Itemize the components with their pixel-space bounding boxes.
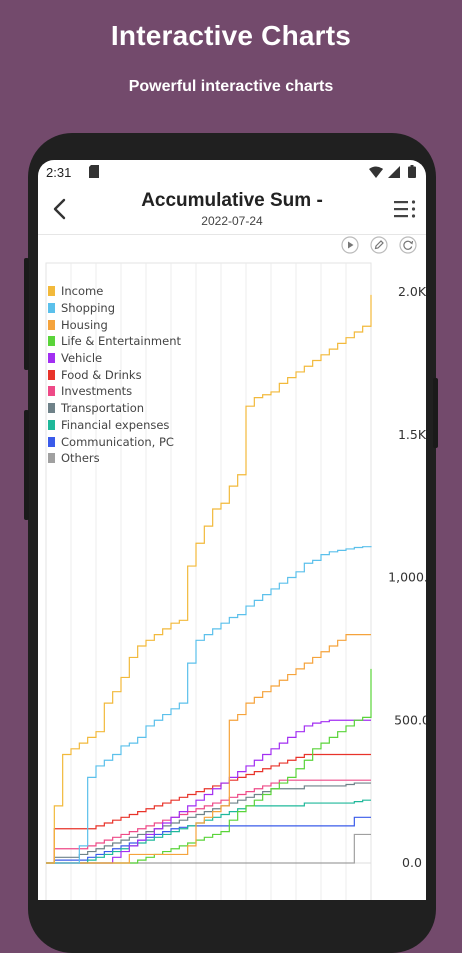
status-icons xyxy=(368,165,416,181)
back-arrow-icon[interactable] xyxy=(48,197,72,221)
legend-label: Shopping xyxy=(61,301,116,316)
series-line-income[interactable] xyxy=(46,294,372,864)
series-line-communication-pc[interactable] xyxy=(46,816,371,864)
legend-item[interactable]: Income xyxy=(48,283,181,300)
app-bar-divider xyxy=(38,234,426,235)
phone-side-button-right xyxy=(433,378,438,448)
y-tick-label: 1.5K xyxy=(398,427,426,442)
y-tick-label: 2.0K xyxy=(398,284,426,299)
page-date: 2022-07-24 xyxy=(201,214,263,228)
legend-label: Others xyxy=(61,451,100,466)
legend-swatch xyxy=(48,453,55,464)
legend-item[interactable]: Housing xyxy=(48,316,181,333)
legend-label: Income xyxy=(61,284,104,299)
legend-label: Food & Drinks xyxy=(61,367,142,382)
legend-swatch xyxy=(48,403,55,414)
promo-title: Interactive Charts xyxy=(110,20,352,51)
legend-swatch xyxy=(48,386,55,397)
y-tick-label: 500.0 xyxy=(394,712,426,727)
battery-icon xyxy=(408,165,416,178)
menu-list-icon[interactable] xyxy=(394,198,416,220)
legend-item[interactable]: Communication, PC xyxy=(48,433,181,450)
legend-swatch xyxy=(48,303,55,314)
legend-label: Life & Entertainment xyxy=(61,334,181,349)
legend-swatch xyxy=(48,369,55,380)
legend-swatch xyxy=(48,436,55,447)
phone-side-button-left-top xyxy=(24,258,29,370)
chart-legend: Income Shopping Housing Life & Entertainmen… xyxy=(48,283,181,467)
legend-label: Investments xyxy=(61,384,133,399)
refresh-icon[interactable] xyxy=(399,236,417,254)
page-title: Accumulative Sum - xyxy=(141,190,323,211)
legend-label: Transportation xyxy=(61,401,145,416)
legend-swatch xyxy=(48,419,55,430)
edit-icon[interactable] xyxy=(370,236,388,254)
series-line-life-entertainment[interactable] xyxy=(46,668,372,864)
legend-swatch xyxy=(48,336,55,347)
series-line-others[interactable] xyxy=(46,833,371,864)
series-line-housing[interactable] xyxy=(46,634,371,864)
wifi-icon xyxy=(368,166,383,178)
legend-item[interactable]: Life & Entertainment xyxy=(48,333,181,350)
chart-area: 0.0 500.0 1,000.0 1.5K 2.0K Income ShoppingHo… xyxy=(38,255,426,900)
legend-item[interactable]: Food & Drinks xyxy=(48,366,181,383)
series-line-shopping[interactable] xyxy=(46,546,372,864)
legend-item[interactable]: Vehicle xyxy=(48,350,181,367)
legend-label: Communication, PC xyxy=(61,434,174,449)
legend-item[interactable]: Others xyxy=(48,450,181,467)
plot-border xyxy=(45,262,372,900)
signal-icon xyxy=(388,166,401,178)
legend-label: Financial expenses xyxy=(61,417,170,432)
series-line-financial-expenses[interactable] xyxy=(46,799,371,864)
series-line-food-drinks[interactable] xyxy=(46,753,371,864)
app-bar: Accumulative Sum - 2022-07-24 xyxy=(38,184,426,234)
legend-item[interactable]: Transportation xyxy=(48,400,181,417)
phone-screen: 2:31 Accumulative Sum - 2022-07-24 xyxy=(38,160,426,900)
status-bar: 2:31 xyxy=(38,160,426,184)
y-tick-label: 0.0 xyxy=(402,855,422,870)
series-line-transportation[interactable] xyxy=(46,782,371,864)
legend-item[interactable]: Shopping xyxy=(48,300,181,317)
legend-swatch xyxy=(48,319,55,330)
accumulative-sum-chart[interactable]: 0.0 500.0 1,000.0 1.5K 2.0K xyxy=(38,255,426,900)
legend-swatch xyxy=(48,353,55,364)
promo-subtitle: Powerful interactive charts xyxy=(128,78,334,95)
play-icon[interactable] xyxy=(341,236,359,254)
series-line-investments[interactable] xyxy=(46,779,371,864)
legend-label: Vehicle xyxy=(61,351,103,366)
legend-item[interactable]: Financial expenses xyxy=(48,417,181,434)
legend-item[interactable]: Investments xyxy=(48,383,181,400)
y-tick-label: 1,000.0 xyxy=(388,570,426,585)
legend-label: Housing xyxy=(61,317,108,332)
series-line-vehicle[interactable] xyxy=(46,719,371,864)
phone-side-button-left-bottom xyxy=(24,410,29,520)
legend-swatch xyxy=(48,286,55,297)
status-time: 2:31 xyxy=(46,165,72,180)
sim-card-icon xyxy=(89,165,99,178)
